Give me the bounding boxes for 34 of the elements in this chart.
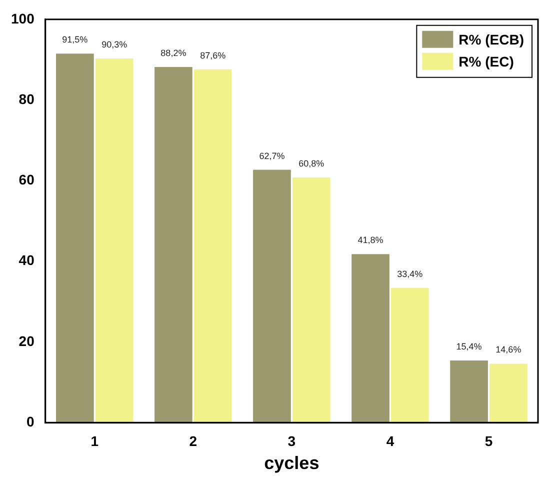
data-label: 15,4% (456, 341, 482, 352)
bar (450, 360, 488, 423)
x-tick-label: 1 (90, 432, 99, 449)
x-tick-label: 4 (386, 432, 394, 449)
bar (292, 177, 330, 423)
x-axis-title: cycles (264, 453, 320, 474)
bar (390, 288, 429, 423)
data-label: 90,3% (102, 39, 128, 50)
data-label: 41,8% (358, 235, 384, 246)
x-tick-label: 3 (288, 432, 296, 449)
x-tick-label: 2 (189, 432, 198, 449)
bar (194, 69, 232, 423)
data-label: 14,6% (496, 344, 522, 355)
data-label: 87,6% (200, 50, 226, 60)
data-label: 91,5% (62, 34, 88, 45)
y-tick-label: 20 (18, 332, 35, 349)
legend-label: R% (EC) (458, 53, 514, 70)
bar (56, 54, 94, 423)
y-tick-label: 40 (18, 252, 35, 268)
y-tick-label: 80 (18, 90, 35, 107)
data-label: 88,2% (160, 48, 186, 58)
bar (154, 66, 192, 423)
bar (95, 58, 134, 423)
x-tick-label: 5 (484, 432, 493, 449)
bar (253, 170, 291, 423)
data-label: 60,8% (298, 158, 324, 168)
y-tick-label: 0 (26, 413, 35, 430)
legend-label: R% (ECB) (458, 31, 524, 48)
bar (490, 364, 528, 423)
y-tick-label: 100 (11, 10, 35, 26)
y-tick-label: 60 (18, 172, 35, 188)
data-label: 62,7% (259, 150, 285, 161)
data-label: 33,4% (397, 268, 423, 279)
bar (352, 254, 390, 423)
